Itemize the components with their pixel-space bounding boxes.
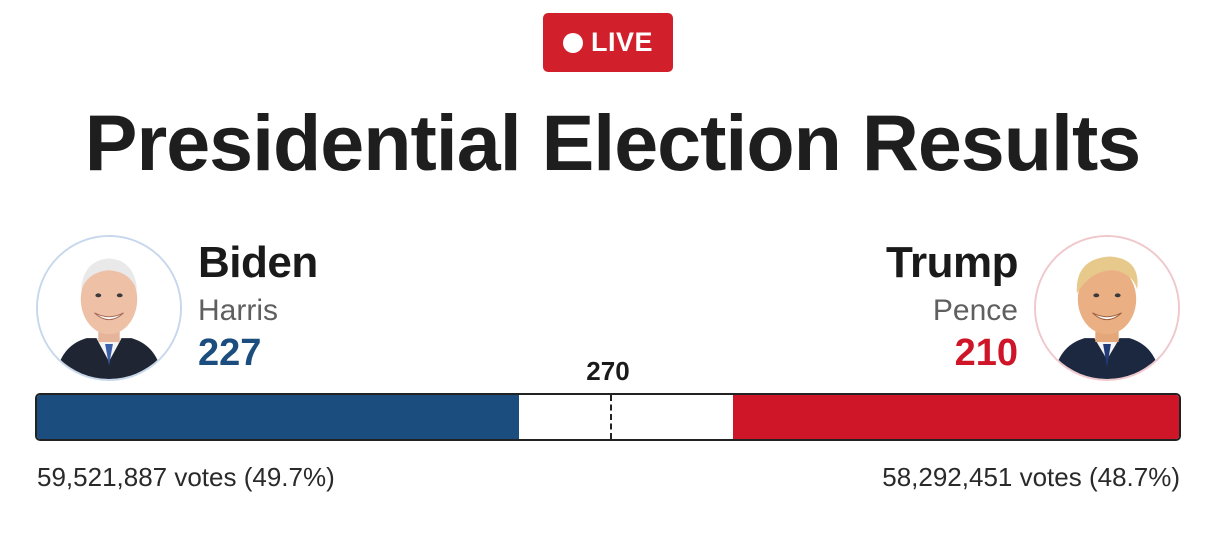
page-title: Presidential Election Results — [84, 98, 1141, 187]
popular-votes-biden: 59,521,887 votes (49.7%) — [37, 462, 335, 492]
biden-portrait-icon[interactable] — [36, 235, 182, 381]
electoral-votes-biden: 227 — [198, 332, 262, 374]
live-dot-icon — [562, 32, 583, 53]
trump-portrait-icon[interactable] — [1034, 235, 1180, 381]
popular-votes-trump: 58,292,451 votes (48.7%) — [882, 462, 1180, 492]
electoral-votes-trump: 210 — [954, 332, 1018, 374]
bar-segment-biden — [37, 395, 519, 439]
running-mate-pence: Pence — [932, 294, 1018, 327]
live-label: LIVE — [590, 27, 653, 57]
majority-threshold-label: 270 — [586, 356, 630, 386]
live-badge[interactable]: LIVE — [543, 13, 673, 72]
candidate-name-biden: Biden — [198, 238, 318, 287]
candidate-name-trump: Trump — [886, 238, 1018, 287]
majority-marker — [610, 395, 613, 439]
running-mate-harris: Harris — [198, 294, 278, 327]
electoral-vote-bar — [35, 393, 1181, 441]
bar-segment-trump — [733, 395, 1179, 439]
